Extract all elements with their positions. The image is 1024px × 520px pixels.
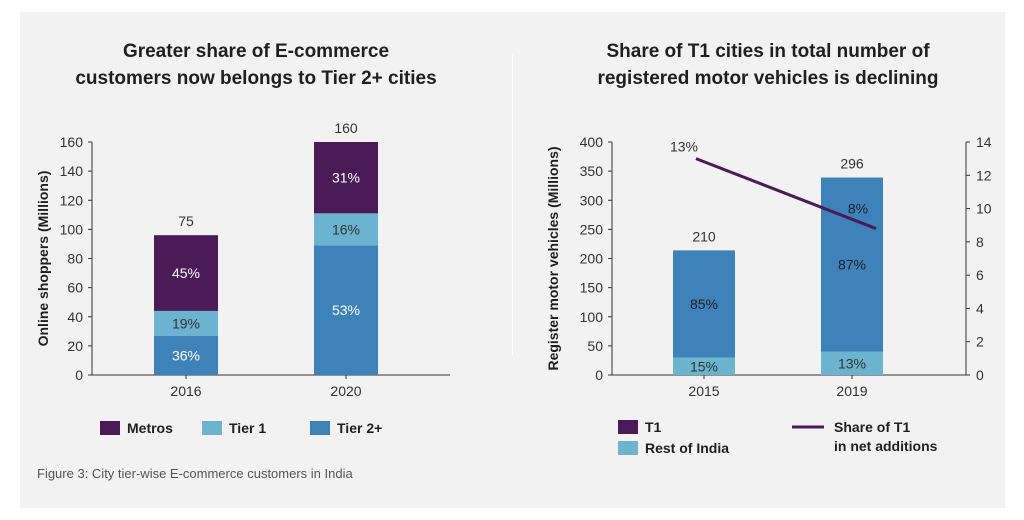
chart2-y-tick-label: 350 [580,163,604,179]
chart1-bar-segment-metros-2016 [154,235,218,311]
chart2-title-line1: Share of T1 cities in total number of [606,41,930,62]
chart1-legend-swatch-tier-1 [202,421,222,435]
chart1-y-tick-label: 0 [75,367,83,383]
chart2-line-label: 13% [670,139,698,155]
chart2-y-tick-label: 250 [580,221,604,237]
chart2-legend-label: Rest of India [645,440,729,456]
chart1-segment-label: 53% [332,302,360,318]
chart2-x-tick-label: 2015 [688,383,719,399]
chart2-y-axis-label: Register motor vehicles (Millions) [545,146,561,370]
chart1-title: Greater share of E-commerce customers no… [0,38,512,92]
chart2-legend-label: in net additions [834,438,938,454]
chart2-y2-tick-label: 14 [976,134,992,150]
chart1-bar-segment-metros-2020 [314,142,378,214]
chart1-legend-label: Tier 2+ [337,420,382,436]
chart1-y-axis-label: Online shoppers (Millions) [35,171,51,347]
chart1-segment-label: 16% [332,221,360,237]
chart1-title-line1: Greater share of E-commerce [122,41,390,62]
chart1-x-tick-label: 2016 [170,383,201,399]
panel-divider [512,55,513,355]
chart1-legend-swatch-metros [100,421,120,435]
chart2-y2-tick-label: 8 [976,234,984,250]
chart2-bar-segment-main-2019 [821,177,883,352]
chart1-y-tick-label: 160 [60,134,84,150]
chart2-total-label-2019: 296 [840,156,864,172]
chart1-y-tick-label: 60 [67,280,83,296]
chart2-legend-label: T1 [645,419,662,435]
chart2-inner-label: 8% [848,201,868,217]
chart2-segment-label: 13% [838,355,866,371]
chart2-segment-label: 85% [690,296,718,312]
chart2-y-tick-label: 100 [580,309,604,325]
chart2-legend-swatch-t1 [618,420,638,434]
chart1-ecommerce-shoppers: 0 20 40 60 80 100 120 140 160 Online shoppers (Mi… [35,120,450,436]
chart2-y2-tick-label: 10 [976,201,992,217]
chart2-y2-tick-label: 6 [976,267,984,283]
chart2-bar-segment-main-2015 [673,250,735,358]
chart2-legend-label: Share of T1 [834,419,910,435]
chart2-y2-tick-label: 0 [976,367,984,383]
chart1-legend-swatch-tier-2- [310,421,330,435]
chart1-y-tick-label: 100 [60,221,84,237]
chart1-y-tick-label: 80 [67,251,83,267]
chart1-total-label-2020: 160 [334,120,358,136]
chart1-bar-segment-tier-1-2016 [154,310,218,336]
chart1-x-tick-label: 2020 [330,383,361,399]
chart2-y-tick-label: 200 [580,251,604,267]
chart2-segment-label: 15% [690,358,718,374]
chart2-y2-tick-label: 12 [976,167,992,183]
chart1-legend-label: Tier 1 [229,420,266,436]
chart2-y-tick-label: 400 [580,134,604,150]
chart2-y-tick-label: 50 [587,338,603,354]
chart1-bar-segment-tier-2--2016 [154,335,218,375]
chart2-y-tick-label: 150 [580,280,604,296]
chart2-share-line [695,157,877,230]
chart2-segment-label: 87% [838,257,866,273]
chart2-legend-swatch-rest-of-india [618,441,638,455]
chart2-title-line2: registered motor vehicles is declining [597,68,939,89]
chart2-y2-tick-label: 2 [976,334,984,350]
chart1-total-label-2016: 75 [178,213,194,229]
chart1-bar-segment-tier-2--2020 [314,245,378,375]
chart1-title-line2: customers now belongs to Tier 2+ cities [75,68,437,89]
figure-caption: Figure 3: City tier-wise E-commerce cust… [37,466,353,481]
chart1-bar-segment-tier-1-2020 [314,213,378,246]
chart1-legend-label: Metros [127,420,173,436]
chart1-segment-label: 36% [172,347,200,363]
chart2-title: Share of T1 cities in total number of re… [512,38,1024,92]
chart2-bar-segment-rest-of-india-2019 [821,351,883,375]
chart1-segment-label: 31% [332,170,360,186]
chart2-y2-tick-label: 4 [976,300,984,316]
chart1-y-tick-label: 20 [67,338,83,354]
chart1-y-tick-label: 120 [60,192,84,208]
chart2-y-tick-label: 300 [580,192,604,208]
chart2-y-tick-label: 0 [595,367,603,383]
chart1-y-tick-label: 140 [60,163,84,179]
chart1-segment-label: 45% [172,265,200,281]
chart2-bar-segment-rest-of-india-2015 [673,357,735,375]
chart2-x-tick-label: 2019 [836,383,867,399]
chart1-segment-label: 19% [172,315,200,331]
chart2-total-label-2015: 210 [692,228,716,244]
chart1-y-tick-label: 40 [67,309,83,325]
chart2-motor-vehicles: 0 50 100 150 200 250 300 350 400 0 2 4 6 8 10 12 14 Regis… [545,134,992,456]
